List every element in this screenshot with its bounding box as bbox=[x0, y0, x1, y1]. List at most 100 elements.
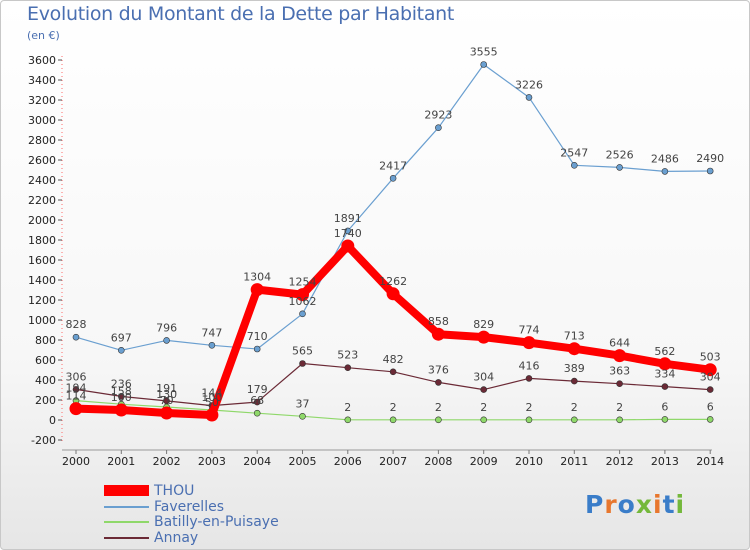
data-point-batilly-en-puisaye bbox=[253, 409, 261, 417]
y-tick-label: -200 bbox=[31, 434, 56, 447]
data-label-annay: 523 bbox=[337, 349, 358, 362]
data-point-annay bbox=[706, 386, 714, 393]
data-point-annay bbox=[389, 368, 397, 376]
data-label-batilly-en-puisaye: 6 bbox=[707, 400, 714, 413]
data-point-annay bbox=[118, 393, 125, 400]
data-label-batilly-en-puisaye: 2 bbox=[480, 401, 487, 414]
data-label-annay: 306 bbox=[66, 370, 87, 383]
data-point-annay bbox=[616, 380, 623, 388]
legend-swatch-batilly bbox=[104, 521, 149, 523]
data-label-batilly-en-puisaye: 158 bbox=[111, 385, 132, 398]
data-label-faverelles: 2526 bbox=[606, 148, 634, 161]
x-tick-label: 2004 bbox=[243, 455, 271, 468]
data-point-thou bbox=[386, 287, 400, 301]
data-point-annay bbox=[480, 386, 488, 393]
data-label-thou: 829 bbox=[473, 318, 494, 331]
data-point-faverelles bbox=[570, 162, 578, 169]
data-label-thou: 1254 bbox=[289, 276, 317, 289]
y-tick-label: 800 bbox=[35, 334, 56, 347]
data-point-thou bbox=[69, 402, 83, 416]
data-point-faverelles bbox=[616, 164, 623, 171]
data-point-thou bbox=[477, 330, 491, 344]
y-tick-label: 1000 bbox=[28, 314, 56, 327]
data-point-thou bbox=[703, 363, 717, 377]
logo-letter: o bbox=[617, 490, 636, 519]
x-tick-label: 2014 bbox=[696, 455, 724, 468]
data-point-thou bbox=[250, 283, 264, 297]
data-label-batilly-en-puisaye: 68 bbox=[250, 394, 264, 407]
y-tick-label: 2400 bbox=[28, 174, 56, 187]
data-point-annay bbox=[661, 383, 669, 390]
data-point-batilly-en-puisaye bbox=[435, 416, 442, 424]
series-line-faverelles bbox=[75, 63, 711, 351]
data-point-batilly-en-puisaye bbox=[706, 416, 714, 423]
y-tick-label: 1800 bbox=[28, 234, 56, 247]
data-label-batilly-en-puisaye: 2 bbox=[344, 401, 351, 414]
x-tick-label: 2011 bbox=[560, 455, 588, 468]
y-tick-label: 1400 bbox=[28, 274, 56, 287]
data-label-annay: 144 bbox=[201, 387, 222, 400]
logo-letter: x bbox=[635, 490, 653, 519]
data-point-faverelles bbox=[389, 175, 397, 182]
y-tick-label: 3400 bbox=[28, 74, 56, 87]
data-point-annay bbox=[525, 375, 533, 382]
x-tick-label: 2001 bbox=[107, 455, 135, 468]
data-label-thou: 70 bbox=[160, 394, 174, 407]
data-point-faverelles bbox=[706, 167, 714, 175]
data-label-thou: 50 bbox=[205, 396, 219, 409]
data-point-thou bbox=[567, 342, 581, 356]
data-label-faverelles: 2490 bbox=[696, 152, 724, 165]
data-point-thou bbox=[522, 336, 536, 350]
data-point-faverelles bbox=[72, 333, 80, 341]
data-label-annay: 179 bbox=[247, 383, 268, 396]
data-label-batilly-en-puisaye: 100 bbox=[201, 391, 222, 404]
data-point-annay bbox=[570, 377, 578, 385]
data-point-faverelles bbox=[208, 341, 216, 349]
data-point-batilly-en-puisaye bbox=[570, 416, 578, 424]
data-point-annay bbox=[72, 386, 80, 393]
data-point-annay bbox=[163, 397, 170, 405]
x-tick-label: 2003 bbox=[198, 455, 226, 468]
data-label-faverelles: 2417 bbox=[379, 159, 407, 172]
data-label-batilly-en-puisaye: 2 bbox=[526, 401, 533, 414]
legend-swatch-faverelles bbox=[104, 505, 149, 508]
data-label-faverelles: 828 bbox=[66, 318, 87, 331]
data-label-batilly-en-puisaye: 37 bbox=[296, 397, 310, 410]
data-label-annay: 236 bbox=[111, 377, 132, 390]
data-point-faverelles bbox=[253, 345, 261, 353]
data-point-batilly-en-puisaye bbox=[344, 416, 352, 424]
chart-title: Evolution du Montant de la Dette par Hab… bbox=[27, 3, 455, 25]
data-point-batilly-en-puisaye bbox=[661, 416, 669, 423]
data-label-thou: 858 bbox=[428, 315, 449, 328]
data-point-thou bbox=[658, 357, 672, 371]
data-point-faverelles bbox=[480, 61, 488, 68]
data-point-faverelles bbox=[344, 227, 352, 235]
data-label-faverelles: 3555 bbox=[470, 46, 498, 59]
logo-letter: i bbox=[675, 490, 686, 519]
y-tick-label: 3200 bbox=[28, 94, 56, 107]
data-label-faverelles: 1891 bbox=[334, 212, 362, 225]
data-point-annay bbox=[344, 364, 352, 372]
data-point-annay bbox=[435, 379, 442, 386]
data-point-thou bbox=[341, 239, 355, 253]
data-label-thou: 774 bbox=[519, 324, 540, 337]
legend-label-annay: Annay bbox=[154, 529, 199, 546]
data-point-faverelles bbox=[435, 124, 442, 131]
x-tick-label: 2005 bbox=[289, 455, 317, 468]
data-label-batilly-en-puisaye: 2 bbox=[435, 401, 442, 414]
data-point-batilly-en-puisaye bbox=[525, 416, 533, 424]
y-tick-label: 1200 bbox=[28, 294, 56, 307]
data-label-thou: 1740 bbox=[334, 227, 362, 240]
data-point-annay bbox=[299, 360, 306, 367]
legend-label-thou: THOU bbox=[154, 483, 195, 499]
data-label-thou: 503 bbox=[700, 351, 721, 364]
data-label-faverelles: 2923 bbox=[424, 109, 452, 122]
data-label-annay: 304 bbox=[700, 371, 721, 384]
logo-letter: i bbox=[653, 490, 663, 519]
y-tick-label: 2000 bbox=[28, 214, 56, 227]
data-point-thou bbox=[160, 406, 174, 420]
data-point-annay bbox=[253, 398, 261, 406]
data-label-faverelles: 3226 bbox=[515, 78, 543, 91]
y-tick-label: 2600 bbox=[28, 154, 56, 167]
data-label-annay: 389 bbox=[564, 362, 585, 375]
